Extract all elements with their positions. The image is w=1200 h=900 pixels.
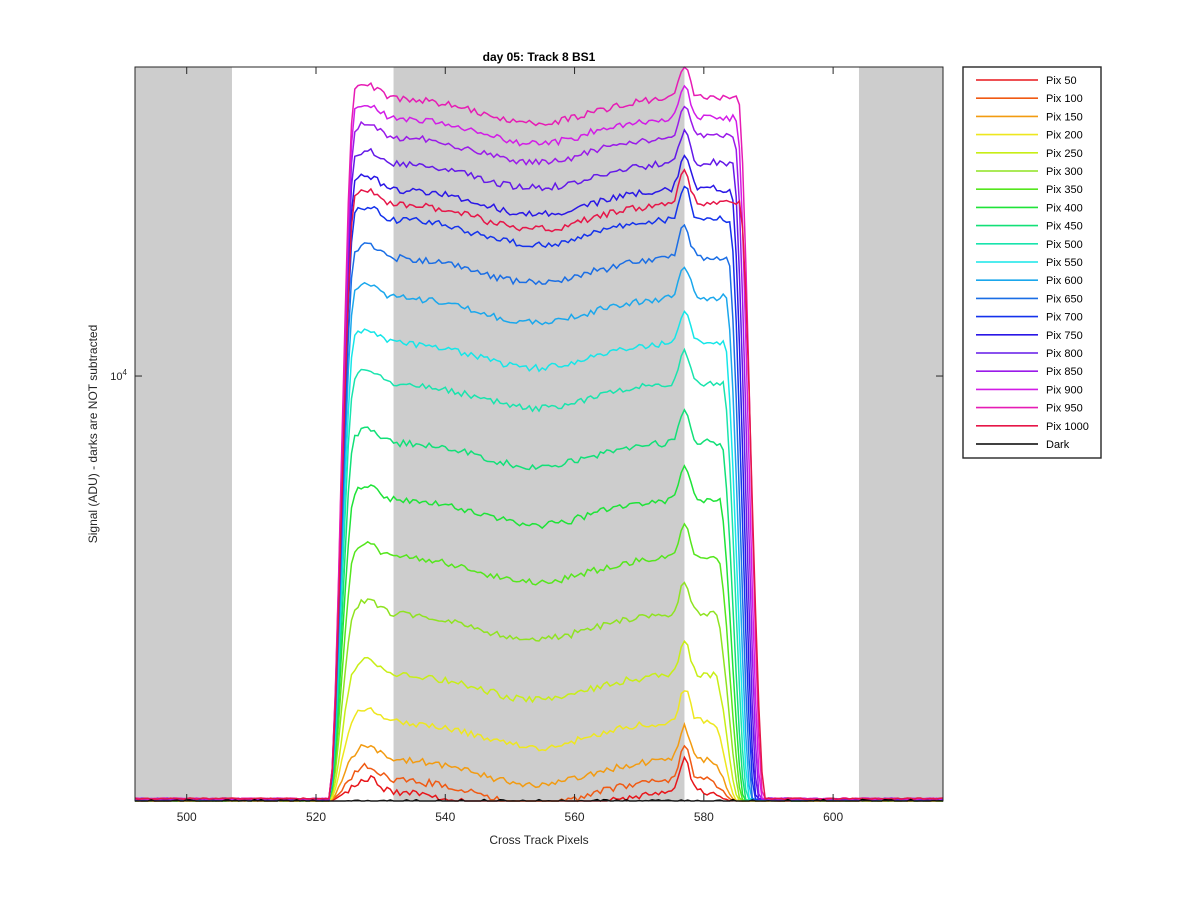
legend-item: Pix 700 [976, 312, 1083, 324]
legend-label: Pix 950 [1046, 403, 1083, 415]
legend-item: Pix 150 [976, 111, 1083, 123]
x-tick-label: 540 [435, 810, 455, 824]
legend-item: Pix 300 [976, 166, 1083, 178]
legend-item: Pix 500 [976, 239, 1083, 251]
legend-item: Pix 250 [976, 148, 1083, 160]
legend-item: Pix 400 [976, 202, 1083, 214]
legend-item: Dark [976, 439, 1070, 451]
legend-label: Pix 150 [1046, 111, 1083, 123]
y-tick-label: 104 [110, 368, 127, 383]
y-axis-label: Signal (ADU) - darks are NOT subtracted [86, 325, 100, 544]
legend-item: Pix 750 [976, 330, 1083, 342]
legend-label: Dark [1046, 439, 1070, 451]
x-tick-label: 520 [306, 810, 326, 824]
x-tick-label: 580 [694, 810, 714, 824]
legend-label: Pix 600 [1046, 275, 1083, 287]
legend-label: Pix 50 [1046, 75, 1077, 87]
legend-label: Pix 100 [1046, 93, 1083, 105]
series-line-pix-1000 [134, 168, 944, 801]
legend-label: Pix 700 [1046, 312, 1083, 324]
shaded-region-2 [393, 67, 685, 801]
legend-item: Pix 450 [976, 221, 1083, 233]
legend-label: Pix 500 [1046, 239, 1083, 251]
legend-label: Pix 650 [1046, 293, 1083, 305]
legend-item: Pix 50 [976, 75, 1077, 87]
legend-item: Pix 600 [976, 275, 1083, 287]
x-tick-label: 500 [177, 810, 197, 824]
legend-label: Pix 200 [1046, 130, 1083, 142]
legend-item: Pix 100 [976, 93, 1083, 105]
x-tick-label: 600 [823, 810, 843, 824]
legend-item: Pix 650 [976, 293, 1083, 305]
legend-item: Pix 850 [976, 366, 1083, 378]
legend-item: Pix 200 [976, 130, 1083, 142]
legend-label: Pix 350 [1046, 184, 1083, 196]
legend-label: Pix 900 [1046, 384, 1083, 396]
legend-label: Pix 250 [1046, 148, 1083, 160]
legend-item: Pix 950 [976, 403, 1083, 415]
shaded-regions [135, 67, 943, 801]
legend-label: Pix 450 [1046, 221, 1083, 233]
legend-item: Pix 800 [976, 348, 1083, 360]
chart-title: day 05: Track 8 BS1 [483, 50, 596, 64]
x-tick-label: 560 [565, 810, 585, 824]
axes-frame [134, 66, 944, 802]
legend-label: Pix 1000 [1046, 421, 1089, 433]
legend: Pix 50 Pix 100 Pix 150 Pix 200 Pix 250 Pix 30… [962, 66, 1102, 459]
axis-ticks: 500 520 540 560 580 600 104 [110, 67, 943, 824]
legend-label: Pix 850 [1046, 366, 1083, 378]
x-axis-label: Cross Track Pixels [489, 833, 588, 847]
legend-item: Pix 550 [976, 257, 1083, 269]
legend-label: Pix 300 [1046, 166, 1083, 178]
legend-item: Pix 350 [976, 184, 1083, 196]
legend-label: Pix 400 [1046, 202, 1083, 214]
legend-label: Pix 750 [1046, 330, 1083, 342]
shaded-region-3 [858, 67, 943, 801]
shaded-region-1 [135, 67, 232, 801]
legend-item: Pix 900 [976, 384, 1083, 396]
legend-label: Pix 550 [1046, 257, 1083, 269]
legend-item: Pix 1000 [976, 421, 1089, 433]
legend-label: Pix 800 [1046, 348, 1083, 360]
